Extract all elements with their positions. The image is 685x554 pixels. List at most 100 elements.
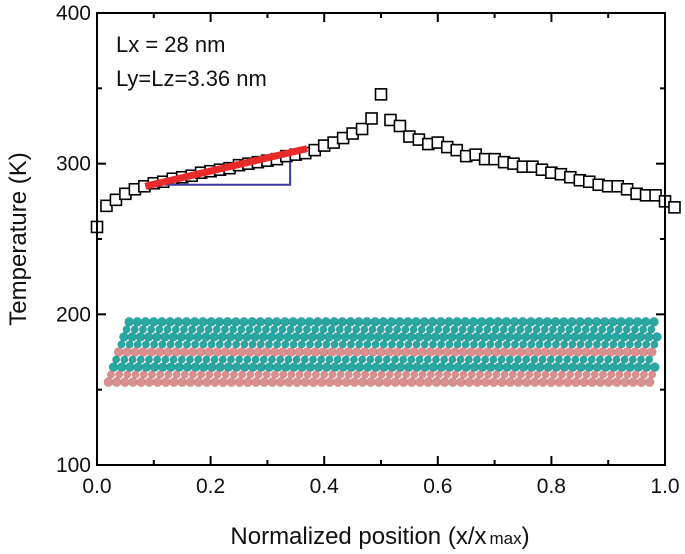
atom: [239, 362, 250, 372]
atom: [444, 317, 454, 327]
x-tick-label: 1.0: [650, 475, 679, 498]
atom: [385, 370, 394, 379]
atom: [384, 325, 394, 334]
atom: [131, 370, 140, 379]
atom: [315, 332, 326, 342]
atom: [472, 377, 483, 387]
atom: [212, 347, 223, 357]
atom: [397, 332, 408, 342]
atom: [341, 355, 350, 364]
atom: [417, 347, 428, 357]
atom: [574, 370, 583, 379]
atom: [243, 355, 252, 364]
atom: [384, 347, 395, 357]
atom: [524, 325, 533, 334]
atom: [395, 362, 406, 372]
atom: [586, 332, 597, 342]
atom: [642, 340, 651, 349]
atom: [333, 355, 342, 364]
atom: [566, 370, 575, 379]
atom: [338, 362, 349, 372]
atom: [649, 317, 659, 327]
atom: [543, 340, 552, 349]
atom: [504, 332, 515, 342]
atom: [407, 355, 416, 364]
atom: [346, 340, 356, 349]
atom: [343, 325, 353, 334]
atom: [466, 347, 477, 357]
atom: [343, 347, 354, 357]
atom: [123, 370, 132, 379]
atom: [491, 325, 500, 334]
atom: [222, 317, 233, 327]
atom: [305, 340, 315, 349]
atom: [274, 332, 285, 342]
atom: [368, 347, 378, 357]
atom: [451, 370, 460, 379]
atom: [387, 340, 397, 349]
atom: [111, 377, 122, 387]
atom: [192, 332, 203, 342]
atom: [548, 347, 559, 357]
atom: [374, 355, 383, 364]
atom: [389, 332, 400, 342]
atom: [483, 325, 492, 334]
atom: [264, 340, 274, 349]
atom: [509, 317, 520, 327]
atom: [283, 377, 294, 387]
atom: [493, 317, 504, 327]
atom: [447, 377, 458, 387]
atomic-structure-inset: [103, 317, 662, 387]
atom: [538, 377, 548, 387]
atom: [546, 355, 555, 364]
atom: [410, 370, 419, 379]
atom: [520, 332, 531, 342]
atom: [431, 377, 442, 387]
atom: [559, 362, 570, 372]
atom: [646, 347, 657, 357]
atom: [124, 317, 135, 327]
atom: [313, 362, 324, 372]
atom: [418, 370, 427, 379]
atom: [602, 332, 613, 342]
atom: [553, 332, 564, 342]
atom: [141, 362, 152, 372]
atom: [319, 325, 328, 334]
atom: [201, 332, 211, 342]
atom: [151, 332, 162, 342]
atom: [322, 340, 331, 349]
atom: [507, 347, 518, 357]
atom: [304, 317, 315, 327]
atom: [190, 362, 201, 372]
atom: [338, 340, 347, 349]
atom: [556, 347, 567, 357]
atom: [263, 317, 274, 327]
atom: [225, 332, 236, 342]
atom: [505, 355, 514, 364]
atom: [140, 317, 151, 327]
atom: [526, 362, 537, 372]
atom: [299, 332, 310, 342]
atom: [127, 332, 138, 342]
atom: [228, 347, 239, 357]
atom: [606, 325, 615, 334]
atom: [264, 362, 275, 372]
atom: [510, 362, 521, 372]
atom: [119, 332, 129, 342]
atom: [428, 362, 439, 372]
atom: [327, 347, 337, 357]
atom: [622, 325, 631, 334]
atom: [494, 340, 503, 349]
atom: [176, 332, 187, 342]
atom: [362, 362, 373, 372]
atom: [259, 355, 268, 364]
atom: [358, 355, 367, 364]
atom: [557, 325, 566, 334]
atom: [502, 362, 513, 372]
atom: [460, 317, 471, 327]
atom: [534, 317, 545, 327]
atom: [576, 340, 585, 349]
atom: [550, 317, 561, 327]
atom: [647, 325, 656, 334]
atom: [640, 317, 651, 327]
